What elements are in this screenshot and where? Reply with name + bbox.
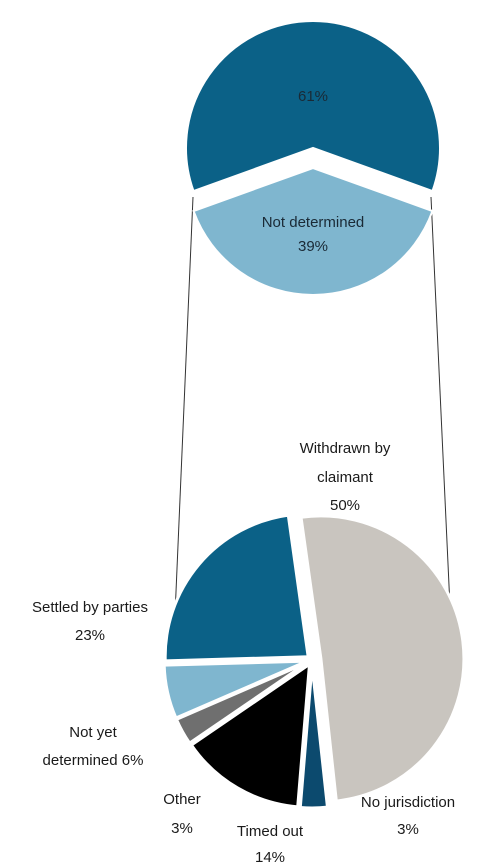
connector-line-right	[430, 196, 453, 651]
top-pie-slice-main	[185, 20, 441, 193]
top-pie-slice-not-determined	[192, 166, 434, 297]
timed-out-name-label: Timed out	[237, 823, 304, 840]
bottom-pie-slice-withdrawn-by-claimant	[299, 514, 466, 803]
other-name-label: Other	[163, 791, 201, 808]
top-pie-not-determined-value-label: 39%	[298, 238, 328, 255]
withdrawn-name-label-line1: Withdrawn by	[300, 440, 391, 457]
bottom-pie-slice-timed-out	[189, 661, 312, 809]
settled-name-label: Settled by parties	[32, 599, 148, 616]
top-pie	[185, 20, 441, 297]
bottom-pie-slice-not-yet-determined	[162, 659, 308, 720]
not-yet-determined-label-line2: determined 6%	[43, 752, 144, 769]
timed-out-value-label: 14%	[255, 849, 285, 866]
connector-line-left	[174, 196, 194, 616]
withdrawn-name-label-line2: claimant	[317, 469, 374, 486]
no-jurisdiction-value-label: 3%	[397, 821, 419, 838]
other-value-label: 3%	[171, 820, 193, 837]
bottom-pie-slice-settled-by-parties	[163, 513, 310, 663]
withdrawn-value-label: 50%	[330, 497, 360, 514]
no-jurisdiction-name-label: No jurisdiction	[361, 794, 455, 811]
top-pie-not-determined-name-label: Not determined	[262, 214, 365, 231]
bottom-pie	[162, 513, 466, 810]
bottom-pie-slice-no-jurisdiction	[298, 664, 330, 810]
not-yet-determined-label-line1: Not yet	[69, 724, 117, 741]
settled-value-label: 23%	[75, 627, 105, 644]
top-pie-main-value-label: 61%	[298, 88, 328, 105]
